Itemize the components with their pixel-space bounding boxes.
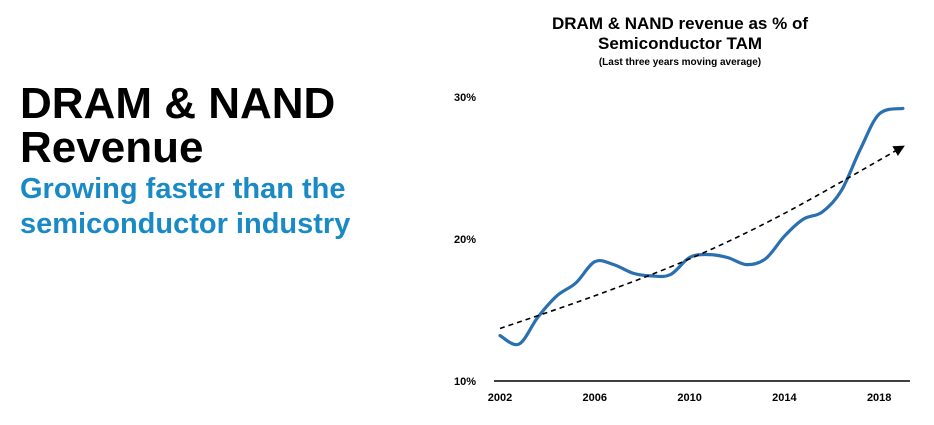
- y-tick-label-1: 20%: [454, 234, 476, 246]
- x-tick-label-3: 2014: [772, 392, 797, 404]
- headline-subtitle-line2: semiconductor industry: [20, 208, 351, 240]
- chart-subtitle: (Last three years moving average): [598, 57, 762, 68]
- series-line-trend: [499, 145, 905, 330]
- series-line-revenue-share: [498, 106, 905, 347]
- x-tick-label-2: 2010: [677, 392, 701, 404]
- chart-title: DRAM & NAND revenue as % of Semiconducto…: [480, 14, 880, 54]
- chart-title-line1: DRAM & NAND revenue as % of: [552, 14, 808, 33]
- headline-subtitle-line1: Growing faster than the: [20, 173, 346, 205]
- x-tick-label-0: 2002: [488, 392, 512, 404]
- headline-title-line2: Revenue: [20, 123, 204, 172]
- headline-title-line1: DRAM & NAND: [20, 79, 336, 128]
- x-tick-label-4: 2018: [867, 392, 891, 404]
- chart-title-line2: Semiconductor TAM: [597, 34, 763, 53]
- y-tick-label-0: 10%: [454, 376, 476, 388]
- x-tick-label-1: 2006: [583, 392, 607, 404]
- headline: DRAM & NAND Revenue Growing faster than …: [20, 82, 350, 240]
- y-tick-label-2: 30%: [454, 92, 476, 104]
